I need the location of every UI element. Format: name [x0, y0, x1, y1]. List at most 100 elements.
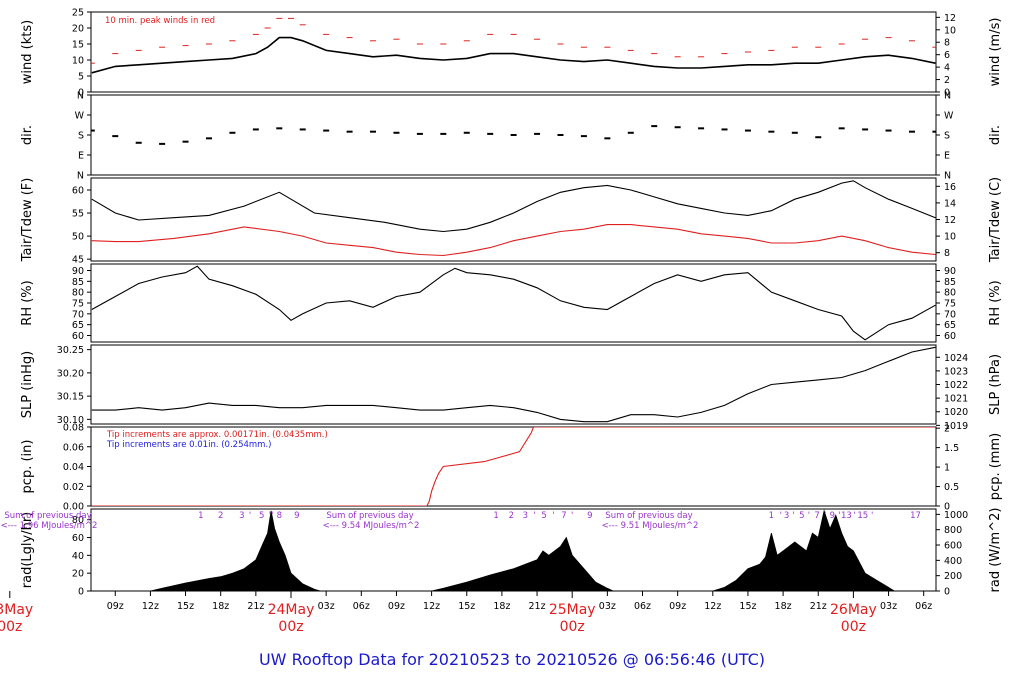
pcp-right-tick-label: 0: [944, 502, 950, 513]
rh-left-tick-label: 85: [72, 277, 84, 288]
temp-series-Tair: [91, 180, 936, 233]
rad-uv-label: 3: [523, 511, 528, 521]
x-hour-label: 21z: [810, 601, 827, 612]
rad-ylabel-left: rad(Lgly/hr): [20, 512, 35, 588]
temp-left-tick-label: 50: [72, 232, 84, 243]
pcp-left-tick-label: 0.00: [63, 502, 84, 513]
rad-right-tick-label: 800: [944, 525, 962, 536]
rh-right-tick-label: 70: [944, 309, 956, 320]
rh-left-tick-label: 65: [72, 320, 84, 331]
pcp-left-tick-label: 0.08: [63, 423, 84, 434]
x-day-hour: 00z: [278, 619, 303, 635]
rad-left-tick-label: 0: [78, 587, 84, 598]
slp-ylabel-right: SLP (hPa): [988, 354, 1003, 415]
pcp-annotation-red: Tip increments are approx. 0.00171in. (0…: [106, 430, 328, 440]
rad-plot: [150, 509, 896, 591]
slp-left-tick-label: 30.20: [57, 368, 84, 379]
rad-uv-label: 8: [277, 511, 282, 521]
pcp-left-tick-label: 0.04: [63, 462, 84, 473]
x-hour-label: 18z: [775, 601, 792, 612]
x-hour-label: 21z: [247, 601, 264, 612]
rad-left-tick-label: 40: [72, 551, 84, 562]
wind-right-tick-label: 12: [944, 13, 956, 24]
rad-uv-label: ': [792, 511, 794, 521]
wind-annotation: 10 min. peak winds in red: [105, 16, 215, 26]
temp-frame: [90, 177, 937, 262]
slp-left-tick-label: 30.25: [57, 345, 84, 356]
x-hour-label: 18z: [493, 601, 510, 612]
temp-ylabel-right: Tair/Tdew (C): [988, 177, 1003, 263]
pcp-right-tick-label: 1.5: [944, 443, 959, 454]
wind-frame: [90, 11, 937, 93]
rad-uv-label: 2: [218, 511, 223, 521]
rh-left-tick-label: 80: [72, 288, 84, 299]
x-hour-label: 06z: [915, 601, 932, 612]
wind-left-tick-label: 10: [72, 56, 84, 67]
pcp-right-tick-label: 2: [944, 424, 950, 435]
rad-uv-label: 13: [841, 511, 852, 521]
pcp-right-tick-label: 0.5: [944, 482, 959, 493]
pcp-right-tick-label: 1: [944, 463, 950, 474]
x-hour-label: 09z: [669, 601, 686, 612]
rad-area: [150, 509, 896, 591]
dir-right-tick-label: N: [944, 91, 951, 102]
dir-right-tick-label: S: [944, 131, 950, 142]
rad-uv-label: ': [808, 511, 810, 521]
rad-uv-label: 9: [587, 511, 592, 521]
dir-left-tick-label: W: [75, 111, 85, 122]
rad-ylabel-right: rad (W/m^2): [988, 508, 1003, 593]
rad-right-tick-label: 400: [944, 556, 962, 567]
rad-sum-annotation-line1: Sum of previous day: [605, 511, 692, 521]
chart-title: UW Rooftop Data for 20210523 to 20210526…: [259, 650, 765, 669]
rad-uv-label: '': [269, 511, 274, 521]
slp-right-tick-label: 1019: [944, 421, 968, 432]
rad-uv-label: ': [552, 511, 554, 521]
temp-right-tick-label: 16: [944, 182, 956, 193]
x-hour-label: 09z: [388, 601, 405, 612]
rad-uv-label: ': [838, 511, 840, 521]
x-hour-label: 15z: [739, 601, 756, 612]
rh-frame: [90, 263, 937, 343]
rad-sum-annotation-line2: <--- 1.96 MJoules/m^2: [1, 521, 98, 531]
dir-left-tick-label: S: [78, 131, 84, 142]
x-hour-label: 18z: [212, 601, 229, 612]
wind-ylabel-right: wind (m/s): [988, 18, 1003, 87]
x-day-hour: 00z: [841, 619, 866, 635]
x-day-hour: 00z: [0, 619, 22, 635]
dir-ylabel-right: dir.: [988, 125, 1003, 145]
dir-ylabel-left: dir.: [20, 125, 35, 145]
slp-plot: [91, 346, 936, 423]
rad-uv-label: 5: [259, 511, 264, 521]
slp-right-tick-label: 1023: [944, 366, 968, 377]
rad-sum-annotation-line2: <--- 9.51 MJoules/m^2: [602, 521, 699, 531]
rad-sum-annotation-line2: <--- 9.54 MJoules/m^2: [323, 521, 420, 531]
temp-right-tick-label: 10: [944, 232, 956, 243]
slp-right-tick-label: 1022: [944, 380, 968, 391]
temp-left-tick-label: 60: [72, 185, 84, 196]
slp-ylabel-left: SLP (inHg): [20, 351, 35, 419]
dir-left-tick-label: N: [77, 171, 84, 182]
wind-ylabel-left: wind (kts): [20, 20, 35, 84]
rh-series-RH: [91, 265, 936, 341]
pcp-left-tick-label: 0.02: [63, 482, 84, 493]
wind-right-tick-label: 4: [944, 63, 950, 74]
rad-right-tick-label: 1000: [944, 510, 968, 521]
rad-uv-label: ': [249, 511, 251, 521]
wind-left-tick-label: 15: [72, 40, 84, 51]
x-hour-label: 06z: [634, 601, 651, 612]
slp-right-tick-label: 1024: [944, 353, 968, 364]
rad-uv-label: 17: [910, 511, 921, 521]
rad-uv-label: 1: [198, 511, 203, 521]
wind-right-tick-label: 2: [944, 75, 950, 86]
rad-uv-label: ': [571, 511, 573, 521]
dir-left-tick-label: N: [77, 91, 84, 102]
slp-right-tick-label: 1020: [944, 407, 968, 418]
wind-left-tick-label: 0: [78, 88, 84, 99]
rad-uv-label: ': [824, 511, 826, 521]
pcp-plot: [91, 427, 936, 506]
dir-plot: [91, 125, 936, 145]
x-day-date: 24May: [268, 602, 315, 618]
